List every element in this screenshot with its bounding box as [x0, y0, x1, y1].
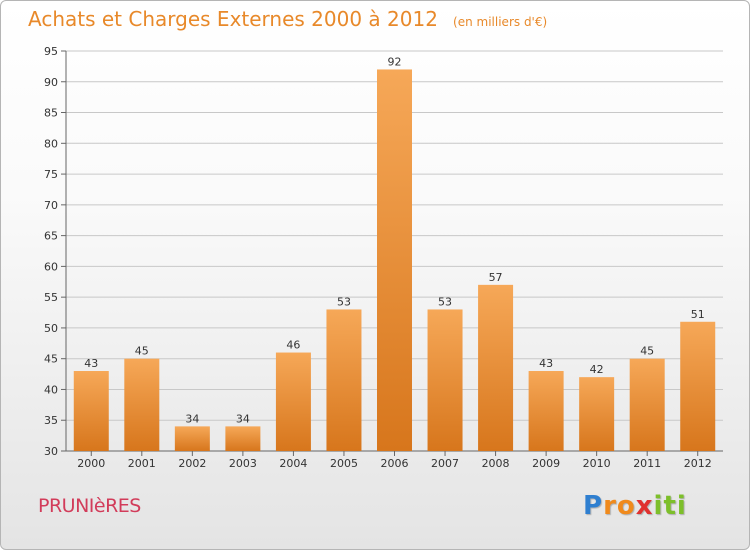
x-axis-ticks: 2000 2001 2002 2003 2004 2005 2006 2007 2008 2009… [77, 451, 712, 470]
bar-2008 [478, 284, 514, 451]
bar-2011 [629, 358, 665, 451]
value-label-2004: 46 [286, 339, 300, 352]
value-label-2007: 53 [438, 295, 452, 308]
value-label-2010: 42 [590, 363, 604, 376]
x-tick-label: 2003 [229, 457, 257, 470]
chart-unit-subtitle: (en milliers d'€) [453, 15, 548, 29]
y-tick-label: 90 [44, 76, 58, 89]
bar-2003 [225, 426, 261, 451]
bar-2012 [680, 321, 716, 451]
bar-2006 [377, 69, 412, 451]
value-label-2001: 45 [135, 345, 149, 358]
bar-2002 [174, 426, 210, 451]
bar-2009 [528, 371, 564, 451]
bar-2001 [124, 358, 160, 451]
y-tick-label: 35 [44, 414, 58, 427]
logo-letter: x [635, 491, 654, 521]
x-tick-label: 2006 [381, 457, 409, 470]
bar-2005 [326, 309, 362, 451]
value-label-2011: 45 [640, 345, 654, 358]
value-label-2009: 43 [539, 357, 553, 370]
logo-letter: P [583, 491, 604, 521]
value-label-2000: 43 [84, 357, 98, 370]
y-tick-label: 50 [44, 322, 58, 335]
proxiti-logo: Proxiti [583, 491, 687, 521]
data-labels: 43 45 34 34 46 53 92 53 57 43 42 45 51 [84, 55, 704, 425]
value-label-2012: 51 [691, 308, 705, 321]
value-label-2006: 92 [388, 55, 402, 68]
x-tick-label: 2008 [482, 457, 510, 470]
y-tick-label: 45 [44, 353, 58, 366]
y-tick-label: 60 [44, 260, 58, 273]
value-label-2008: 57 [489, 271, 503, 284]
x-tick-label: 2001 [128, 457, 156, 470]
value-label-2003: 34 [236, 412, 250, 425]
y-axis-ticks: 30 35 40 45 50 55 60 65 70 75 80 85 90 95 [44, 45, 66, 458]
logo-letter: t [663, 491, 677, 521]
y-tick-label: 75 [44, 168, 58, 181]
logo-letter: r [603, 491, 617, 521]
x-tick-label: 2009 [532, 457, 560, 470]
x-tick-label: 2002 [178, 457, 206, 470]
bar-2004 [275, 352, 311, 451]
x-tick-label: 2012 [684, 457, 712, 470]
y-tick-label: 70 [44, 199, 58, 212]
x-tick-label: 2004 [279, 457, 307, 470]
y-tick-label: 40 [44, 383, 58, 396]
chart-title-line: Achats et Charges Externes 2000 à 2012 (… [28, 7, 547, 31]
bar-2007 [427, 309, 463, 451]
logo-letter: i [653, 491, 664, 521]
x-tick-label: 2007 [431, 457, 459, 470]
chart-title: Achats et Charges Externes 2000 à 2012 [28, 7, 438, 31]
bars [73, 69, 716, 451]
y-tick-label: 80 [44, 137, 58, 150]
value-label-2002: 34 [185, 412, 199, 425]
x-tick-label: 2000 [77, 457, 105, 470]
y-tick-label: 30 [44, 445, 58, 458]
commune-name: PRUNIèRES [38, 495, 141, 517]
bar-2000 [73, 371, 109, 451]
bar-2010 [579, 377, 615, 451]
x-tick-label: 2011 [633, 457, 661, 470]
y-tick-label: 95 [44, 45, 58, 58]
logo-letter: o [616, 491, 636, 521]
x-tick-label: 2010 [583, 457, 611, 470]
value-label-2005: 53 [337, 295, 351, 308]
x-tick-label: 2005 [330, 457, 358, 470]
logo-letter: i [676, 491, 687, 521]
y-tick-label: 55 [44, 291, 58, 304]
y-tick-label: 85 [44, 107, 58, 120]
y-tick-label: 65 [44, 230, 58, 243]
